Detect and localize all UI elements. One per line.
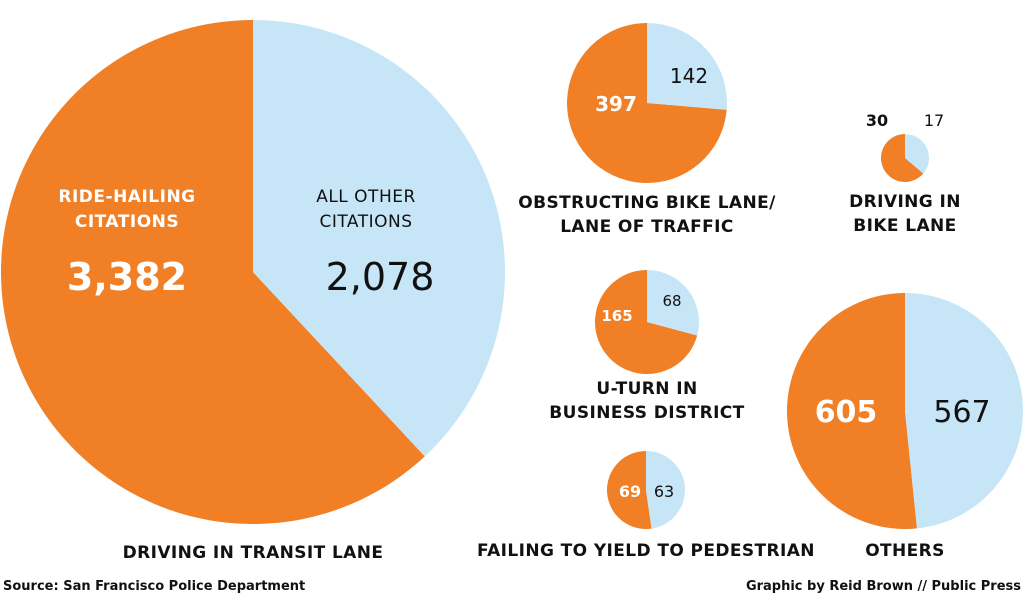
slice-all-other-citations	[905, 293, 1024, 529]
ride-hailing-value-label: 605	[815, 395, 878, 430]
pie-chart: 30 17 DRIVING IN BIKE LANE	[849, 111, 961, 236]
chart-title: BUSINESS DISTRICT	[549, 403, 744, 423]
slice-all-other-citations	[905, 134, 929, 174]
ride-hailing-label: CITATIONS	[75, 212, 179, 232]
all-other-value-label: 17	[924, 111, 944, 130]
all-other-value-label: 63	[654, 482, 674, 501]
all-other-value-label: 567	[933, 395, 990, 430]
slice-all-other-citations	[253, 20, 506, 457]
source-note: Source: San Francisco Police Department	[3, 579, 306, 594]
ride-hailing-label: RIDE-HAILING	[58, 187, 195, 207]
chart-title: OTHERS	[865, 541, 945, 561]
ride-hailing-value-label: 69	[619, 482, 641, 501]
ride-hailing-value-label: 30	[866, 111, 888, 130]
slice-ride-hailing-citations	[567, 23, 727, 183]
chart-title: FAILING TO YIELD TO PEDESTRIAN	[477, 541, 815, 561]
slice-all-other-citations	[647, 270, 699, 336]
slice-all-other-citations	[647, 23, 727, 110]
slice-ride-hailing-citations	[595, 270, 698, 374]
pie-chart: 397 142 OBSTRUCTING BIKE LANE/LANE OF TRAF…	[518, 23, 776, 237]
pie-chart: 69 63 FAILING TO YIELD TO PEDESTRIAN	[477, 451, 815, 561]
graphic-credit: Graphic by Reid Brown // Public Press	[745, 579, 1021, 594]
slice-ride-hailing-citations	[1, 20, 425, 524]
chart-title: DRIVING IN	[849, 192, 961, 212]
ride-hailing-value-label: 397	[595, 92, 637, 116]
ride-hailing-value-label: 3,382	[67, 255, 187, 299]
pie-chart: RIDE-HAILING CITATIONS ALL OTHER CITATIONS 3…	[1, 20, 506, 563]
chart-title: OBSTRUCTING BIKE LANE/	[518, 193, 776, 213]
slice-all-other-citations	[646, 451, 685, 529]
chart-title: U-TURN IN	[596, 379, 697, 399]
chart-title: LANE OF TRAFFIC	[560, 217, 734, 237]
all-other-value-label: 142	[670, 64, 708, 88]
pie-chart: 165 68 U-TURN IN BUSINESS DISTRICT	[549, 270, 744, 423]
all-other-value-label: 68	[662, 292, 681, 310]
slice-ride-hailing-citations	[606, 451, 652, 530]
chart-title: DRIVING IN TRANSIT LANE	[123, 543, 384, 563]
pie-chart: 605 567 OTHERS	[787, 293, 1024, 561]
all-other-label: CITATIONS	[319, 212, 412, 232]
all-other-value-label: 2,078	[326, 255, 435, 299]
slice-ride-hailing-citations	[880, 134, 924, 183]
chart-title: BIKE LANE	[853, 216, 956, 236]
all-other-label: ALL OTHER	[316, 187, 416, 207]
ride-hailing-value-label: 165	[601, 307, 632, 325]
slice-ride-hailing-citations	[787, 293, 917, 529]
